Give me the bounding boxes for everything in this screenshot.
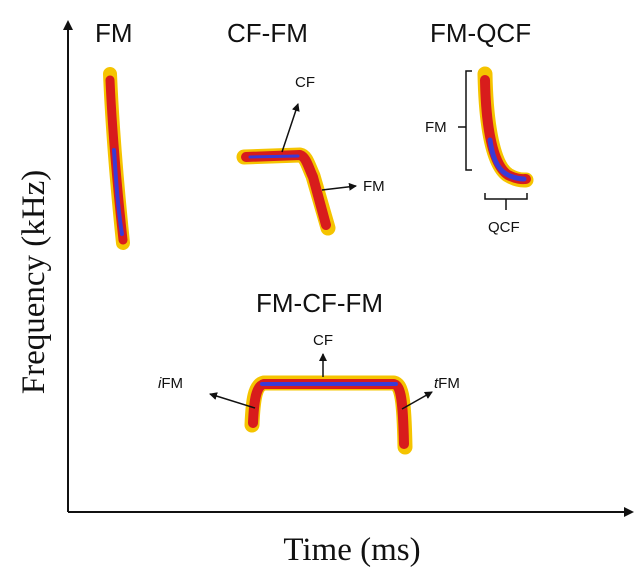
cf-fm-fm-arrow xyxy=(321,182,357,191)
cf-fm-sweep xyxy=(236,147,336,236)
fm-qcf-qcf-label: QCF xyxy=(488,219,520,236)
fm-cf-fm-call: FM-CF-FM CF iFM tFM xyxy=(158,288,460,455)
fm-cf-fm-ifm-arrow xyxy=(209,392,256,409)
fm-sweep xyxy=(103,67,130,250)
fm-qcf-fm-label: FM xyxy=(425,119,447,136)
y-axis-title: Frequency (kHz) xyxy=(16,170,52,395)
cf-fm-title: CF-FM xyxy=(227,18,308,48)
ifm-suffix: FM xyxy=(161,375,183,392)
fm-qcf-title: FM-QCF xyxy=(430,18,531,48)
tfm-prefix: t xyxy=(434,375,439,392)
ifm-prefix: i xyxy=(158,375,162,392)
fm-cf-fm-tfm-label: tFM xyxy=(434,375,460,392)
fm-call: FM xyxy=(95,18,133,250)
tfm-suffix: FM xyxy=(438,375,460,392)
cf-fm-fm-label: FM xyxy=(363,178,385,195)
x-axis-title: Time (ms) xyxy=(283,532,420,568)
fm-cf-fm-tfm-arrow xyxy=(401,391,433,410)
cf-fm-call: CF-FM CF FM xyxy=(227,18,385,236)
fm-qcf-sweep xyxy=(477,66,534,188)
cf-fm-cf-label: CF xyxy=(295,74,315,91)
fm-cf-fm-title: FM-CF-FM xyxy=(256,288,383,318)
fm-cf-fm-sweep xyxy=(244,375,413,455)
fm-title: FM xyxy=(95,18,133,48)
cf-fm-cf-arrow xyxy=(281,103,300,153)
fm-qcf-call: FM-QCF FM QCF xyxy=(425,18,534,236)
fm-qcf-fm-bracket xyxy=(465,70,472,171)
fm-qcf-qcf-bracket xyxy=(484,193,528,200)
fm-cf-fm-ifm-label: iFM xyxy=(158,375,183,392)
fm-cf-fm-cf-label: CF xyxy=(313,332,333,349)
